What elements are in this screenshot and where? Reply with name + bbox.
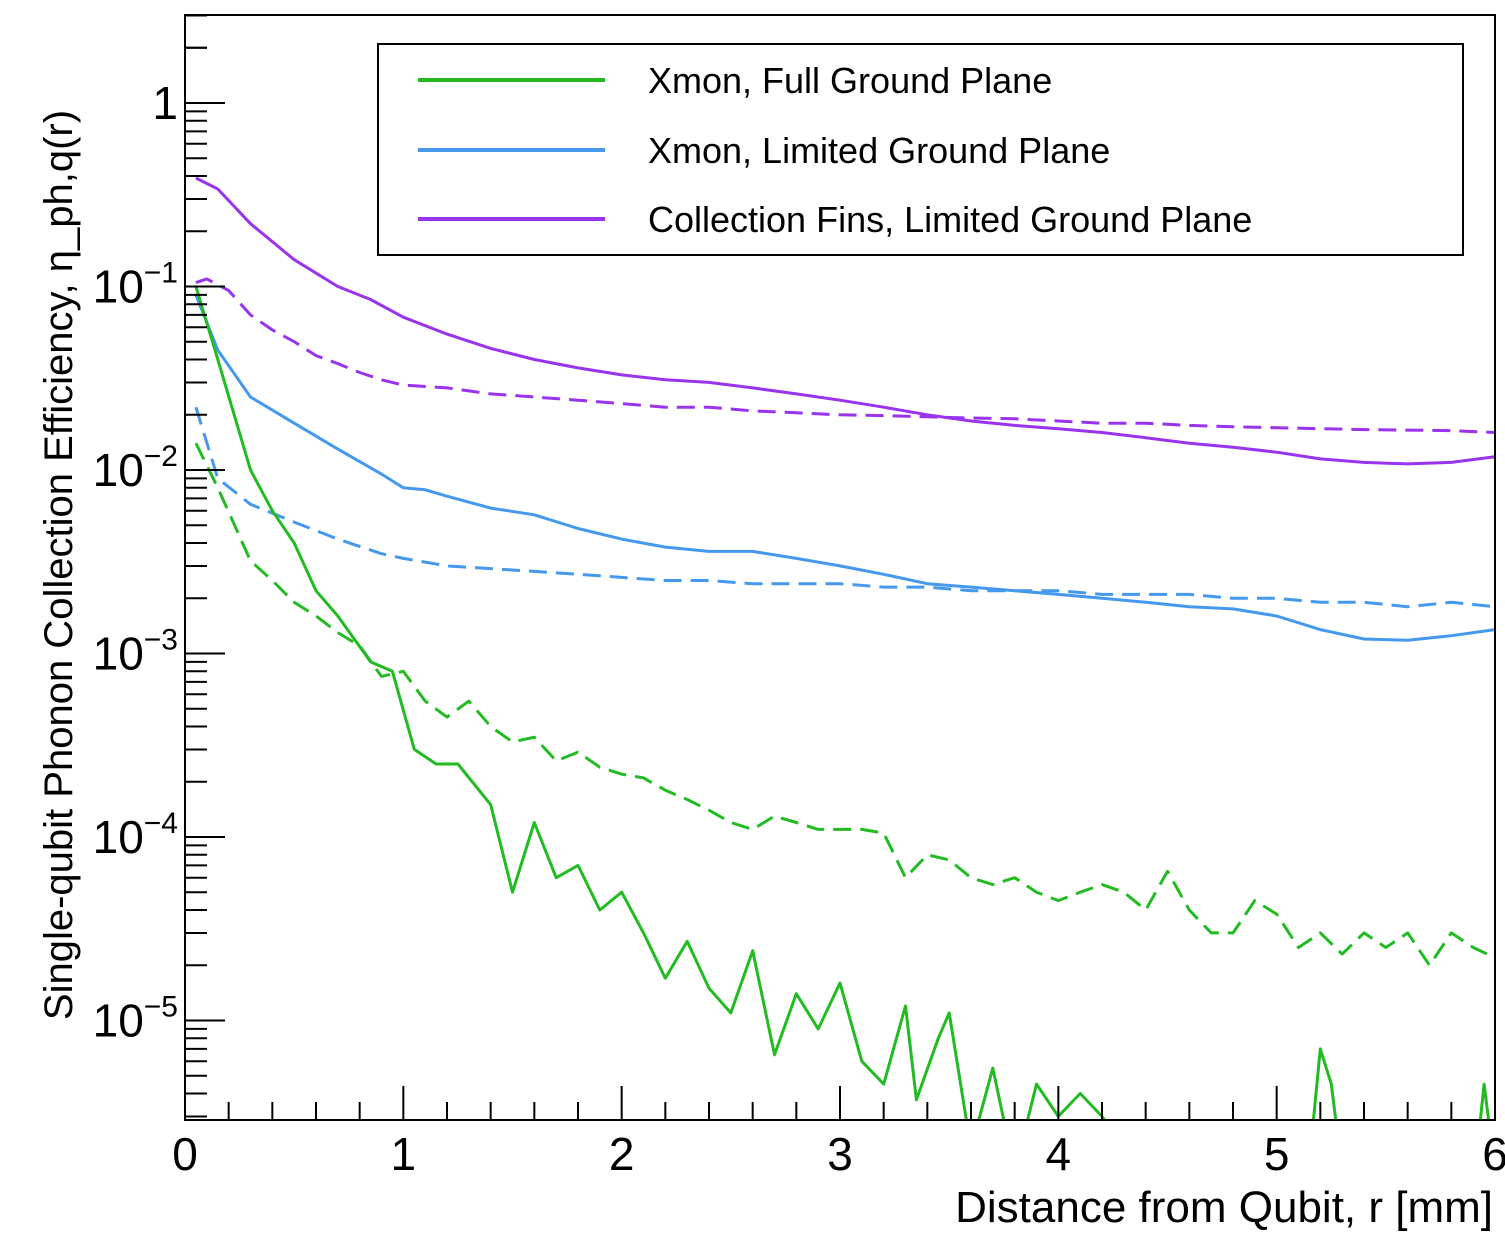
x-tick-label: 0 (172, 1128, 198, 1180)
series-line-0 (195, 176, 1495, 466)
legend-label-0: Xmon, Full Ground Plane (648, 60, 1052, 101)
y-tick-label: 10−3 (93, 624, 178, 680)
legend-label-2: Collection Fins, Limited Ground Plane (648, 199, 1252, 240)
series-line-3 (194, 406, 1495, 609)
y-axis-title: Single-qubit Phonon Collection Efficienc… (37, 110, 81, 1020)
series-line-2 (194, 294, 1495, 642)
x-axis-title: Distance from Qubit, r [mm] (955, 1183, 1493, 1232)
ticks-layer: 0 1 2 3 4 5 6 1 10−1 10−2 10−3 10−4 10−5 (93, 14, 1505, 1180)
x-tick-label: 6 (1482, 1128, 1505, 1180)
x-tick-label: 1 (391, 1128, 417, 1180)
legend: Xmon, Full Ground Plane Xmon, Limited Gr… (377, 43, 1464, 256)
y-tick-label: 10−4 (93, 807, 178, 863)
x-tick-label: 2 (609, 1128, 635, 1180)
x-tick-label: 4 (1046, 1128, 1072, 1180)
y-tick-label: 10−5 (93, 991, 178, 1047)
x-tick-label: 5 (1264, 1128, 1290, 1180)
series-line-5 (194, 442, 1495, 967)
x-tick-label: 3 (827, 1128, 853, 1180)
legend-label-1: Xmon, Limited Ground Plane (648, 130, 1110, 171)
series-line-1 (195, 277, 1495, 434)
y-tick-label: 10−1 (93, 257, 178, 313)
y-tick-label: 10−2 (93, 440, 178, 496)
series-line-4 (194, 286, 1491, 1120)
y-tick-label: 1 (152, 77, 178, 129)
series-layer (194, 176, 1495, 1120)
